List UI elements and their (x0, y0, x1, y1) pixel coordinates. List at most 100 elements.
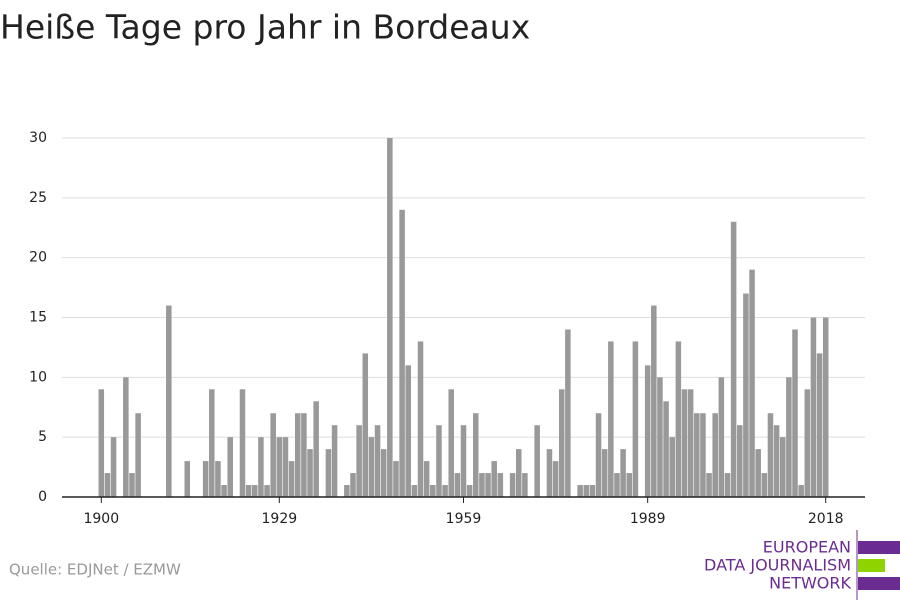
y-tick-label: 5 (38, 429, 47, 445)
bar (712, 413, 718, 497)
bar (430, 485, 436, 497)
bar (669, 437, 675, 497)
bar (184, 461, 191, 497)
logo-bar (858, 541, 900, 554)
y-tick-label: 20 (29, 250, 47, 266)
bar (700, 413, 706, 497)
bar (632, 341, 639, 497)
bar (466, 485, 473, 497)
bar (264, 485, 270, 497)
bar (374, 425, 381, 497)
x-tick-label: 1959 (446, 511, 482, 527)
y-tick-label: 30 (29, 130, 47, 146)
bar (221, 485, 227, 497)
bar (485, 473, 491, 497)
x-tick-label: 2018 (808, 511, 844, 527)
bar (608, 341, 614, 497)
bar (209, 389, 215, 497)
bar (552, 461, 559, 497)
bar (773, 425, 780, 497)
bar (675, 341, 682, 497)
bar (356, 425, 362, 497)
bar (687, 389, 694, 497)
bar (129, 473, 135, 497)
bar (344, 485, 350, 497)
bar (614, 473, 620, 497)
bar (601, 449, 608, 497)
bar (749, 269, 755, 497)
x-tick-label: 1929 (262, 511, 298, 527)
bar (767, 413, 774, 497)
bar (423, 461, 430, 497)
y-tick-label: 0 (38, 489, 47, 505)
bar (301, 413, 307, 497)
bar (325, 449, 332, 497)
bar (227, 437, 233, 497)
bar (804, 389, 811, 497)
bar (288, 461, 295, 497)
bar (497, 473, 504, 497)
bar (694, 413, 700, 497)
bar (98, 389, 105, 497)
logo-bar (858, 559, 885, 572)
bar (620, 449, 626, 497)
bar (491, 461, 497, 497)
bar (651, 305, 657, 497)
y-tick-label: 25 (29, 190, 47, 206)
bar (239, 389, 246, 497)
bar (657, 377, 663, 497)
bar (779, 437, 786, 497)
bar (663, 401, 669, 497)
bar (626, 473, 633, 497)
x-tick-label: 1900 (83, 511, 119, 527)
bar (331, 425, 338, 497)
bar (558, 389, 565, 497)
bar (515, 449, 522, 497)
bar (294, 413, 301, 497)
bar (215, 461, 221, 497)
bar (405, 365, 412, 497)
bar (644, 365, 651, 497)
bar (565, 329, 571, 497)
bar (595, 413, 602, 497)
bar (270, 413, 276, 497)
bar (546, 449, 553, 497)
bar (706, 473, 712, 497)
bar (123, 377, 129, 497)
bar (442, 485, 448, 497)
bar (509, 473, 516, 497)
bar (786, 377, 792, 497)
bar (534, 425, 540, 497)
bar (460, 425, 467, 497)
bar (362, 353, 369, 497)
bar (681, 389, 688, 497)
bar (368, 437, 375, 497)
bar (313, 401, 319, 497)
bar (417, 341, 424, 497)
bar (755, 449, 761, 497)
bar (522, 473, 528, 497)
bar (810, 317, 817, 497)
bar (816, 353, 823, 497)
bar (589, 485, 596, 497)
bar (730, 221, 737, 497)
bar (743, 293, 749, 497)
x-tick-label: 1989 (630, 511, 666, 527)
bar (350, 473, 356, 497)
bar (798, 485, 804, 497)
bar (448, 389, 454, 497)
y-tick-label: 15 (29, 310, 47, 326)
bar (577, 485, 583, 497)
logo-text: DATA JOURNALISM (704, 556, 851, 575)
bar (583, 485, 590, 497)
bar (399, 209, 405, 498)
bar (258, 437, 264, 497)
bar (761, 473, 768, 497)
bar (411, 485, 418, 497)
bar (110, 437, 117, 497)
bar (736, 425, 743, 497)
bar (387, 138, 393, 497)
bar (792, 329, 798, 497)
bar (380, 449, 387, 497)
bar (245, 485, 252, 497)
